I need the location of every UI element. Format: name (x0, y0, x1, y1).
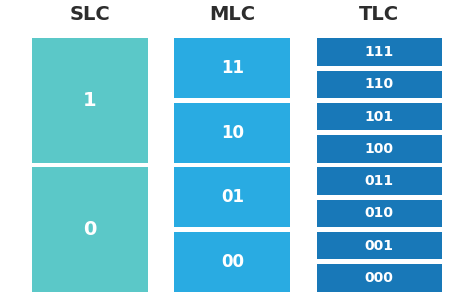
FancyBboxPatch shape (317, 167, 442, 195)
Text: 000: 000 (365, 271, 393, 285)
Text: 010: 010 (365, 206, 394, 220)
FancyBboxPatch shape (174, 167, 290, 227)
FancyBboxPatch shape (317, 70, 442, 98)
Text: 11: 11 (221, 59, 244, 77)
FancyBboxPatch shape (317, 200, 442, 227)
Text: TLC: TLC (359, 5, 399, 25)
FancyBboxPatch shape (32, 167, 148, 292)
FancyBboxPatch shape (174, 232, 290, 292)
Text: 101: 101 (365, 110, 394, 124)
Text: 0: 0 (83, 220, 97, 239)
Text: 100: 100 (365, 142, 394, 156)
FancyBboxPatch shape (317, 103, 442, 130)
FancyBboxPatch shape (317, 135, 442, 163)
Text: 10: 10 (221, 124, 244, 142)
Text: 00: 00 (221, 253, 244, 271)
Text: 111: 111 (365, 45, 394, 59)
FancyBboxPatch shape (174, 103, 290, 163)
Text: 110: 110 (365, 77, 394, 92)
Text: 01: 01 (221, 188, 244, 206)
Text: 001: 001 (365, 238, 394, 253)
FancyBboxPatch shape (174, 38, 290, 98)
Text: SLC: SLC (70, 5, 110, 25)
Text: 011: 011 (365, 174, 394, 188)
Text: MLC: MLC (209, 5, 255, 25)
Text: 1: 1 (83, 91, 97, 110)
FancyBboxPatch shape (32, 38, 148, 163)
FancyBboxPatch shape (317, 38, 442, 66)
FancyBboxPatch shape (317, 232, 442, 259)
FancyBboxPatch shape (317, 264, 442, 292)
